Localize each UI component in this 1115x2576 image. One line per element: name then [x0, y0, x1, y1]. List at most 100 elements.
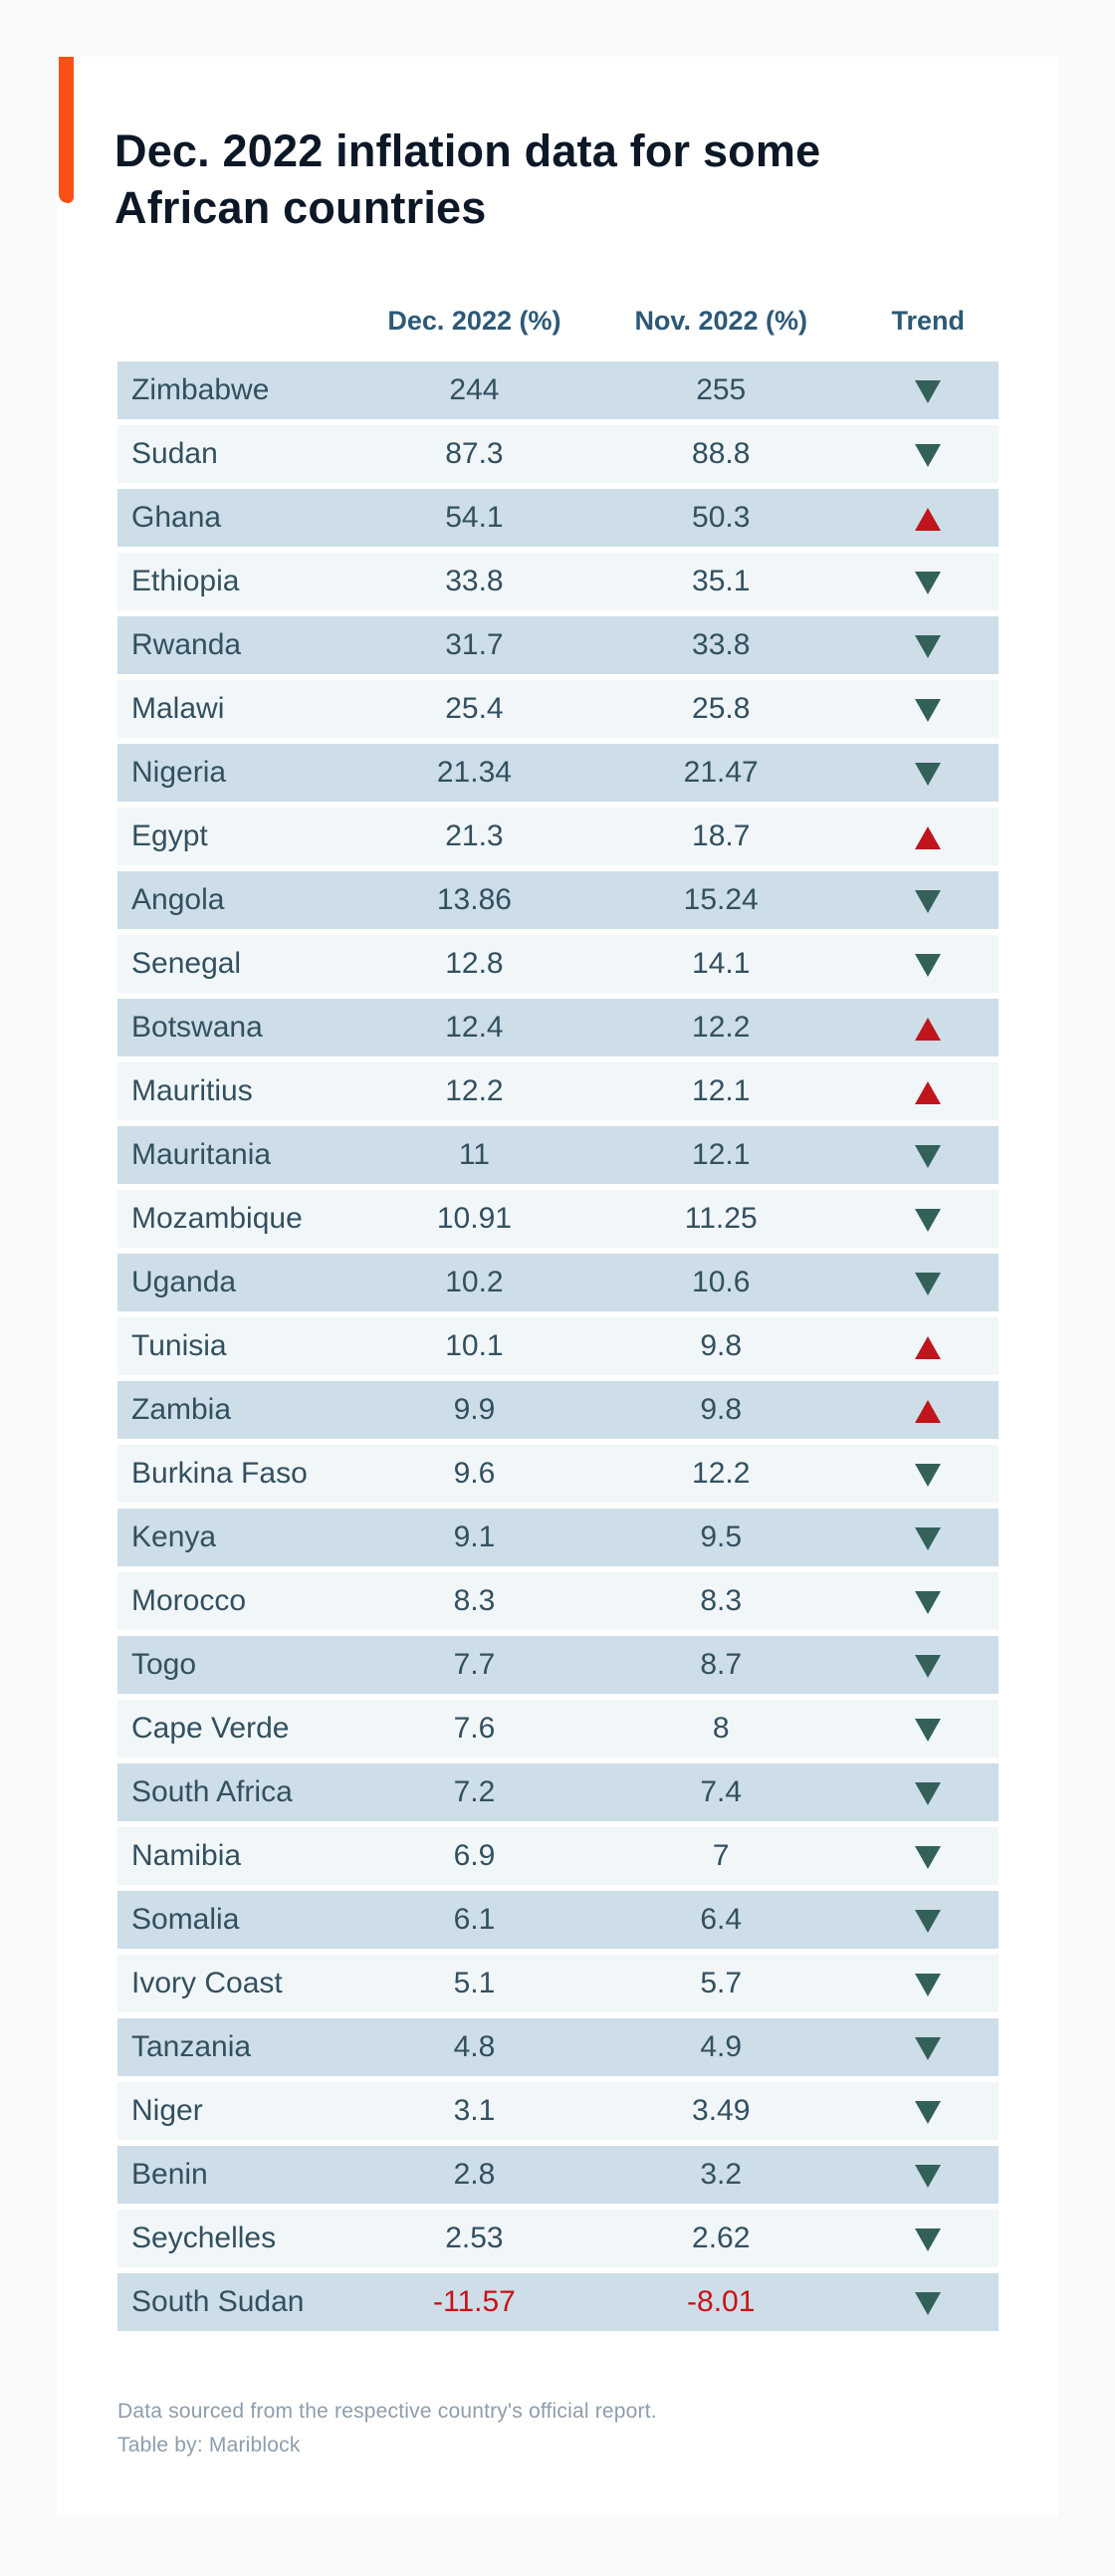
dec-value-cell: 9.9	[363, 1381, 585, 1439]
table-row: South Sudan -11.57 -8.01	[117, 2273, 999, 2331]
column-header-trend: Trend	[891, 306, 965, 336]
dec-value-cell: 31.7	[363, 616, 585, 674]
page-title: Dec. 2022 inflation data for some Africa…	[114, 122, 820, 236]
trend-down-icon	[915, 1590, 942, 1614]
footer-credit: Table by: Mariblock	[117, 2434, 301, 2457]
trend-cell	[857, 2210, 999, 2267]
trend-down-icon	[915, 698, 942, 722]
table-row: Malawi 25.4 25.8	[117, 680, 999, 738]
table-row: Mauritius 12.2 12.1	[117, 1062, 999, 1120]
nov-value-cell: 12.2	[584, 1445, 858, 1503]
trend-cell	[857, 2146, 999, 2204]
dec-value-cell: 87.3	[363, 425, 585, 483]
table-header-row: Dec. 2022 (%) Nov. 2022 (%) Trend	[117, 287, 999, 355]
country-cell: Mauritania	[117, 1126, 364, 1184]
country-cell: Kenya	[117, 1509, 364, 1566]
table-row: Nigeria 21.34 21.47	[117, 744, 999, 802]
inflation-table: Dec. 2022 (%) Nov. 2022 (%) Trend Zimbab…	[117, 281, 999, 2337]
dec-value-cell: 10.2	[363, 1254, 585, 1311]
nov-value-cell: 25.8	[584, 680, 858, 738]
trend-down-icon	[915, 1272, 942, 1295]
trend-cell	[857, 1254, 999, 1311]
nov-value-cell: 3.49	[584, 2082, 858, 2140]
dec-value-cell: 7.7	[363, 1636, 585, 1694]
nov-value-cell: 50.3	[584, 489, 858, 547]
trend-cell	[857, 999, 999, 1056]
country-cell: Niger	[117, 2082, 364, 2140]
dec-value-cell: 5.1	[363, 1955, 585, 2012]
table-row: Rwanda 31.7 33.8	[117, 616, 999, 674]
nov-value-cell: 7	[584, 1827, 858, 1885]
country-cell: Ethiopia	[117, 553, 364, 610]
column-header-country	[117, 287, 364, 355]
country-cell: Nigeria	[117, 744, 364, 802]
dec-value-cell: 21.3	[363, 808, 585, 865]
dec-value-cell: 6.9	[363, 1827, 585, 1885]
country-cell: Rwanda	[117, 616, 364, 674]
table-row: Benin 2.8 3.2	[117, 2146, 999, 2204]
dec-value-cell: 21.34	[363, 744, 585, 802]
nov-value-cell: 9.8	[584, 1317, 858, 1375]
table-row: Angola 13.86 15.24	[117, 871, 999, 929]
trend-down-icon	[915, 571, 942, 594]
nov-value-cell: 255	[584, 361, 858, 419]
trend-down-icon	[915, 634, 942, 658]
trend-up-icon	[915, 1080, 942, 1104]
table-row: Mozambique 10.91 11.25	[117, 1190, 999, 1248]
country-cell: Tanzania	[117, 2018, 364, 2076]
country-cell: Sudan	[117, 425, 364, 483]
table-row: Cape Verde 7.6 8	[117, 1700, 999, 1757]
country-cell: Mozambique	[117, 1190, 364, 1248]
country-cell: Benin	[117, 2146, 364, 2204]
trend-cell	[857, 744, 999, 802]
table-row: Seychelles 2.53 2.62	[117, 2210, 999, 2267]
country-cell: Botswana	[117, 999, 364, 1056]
country-cell: Zambia	[117, 1381, 364, 1439]
trend-down-icon	[915, 379, 942, 403]
trend-cell	[857, 1317, 999, 1375]
trend-cell	[857, 1062, 999, 1120]
trend-cell	[857, 2273, 999, 2331]
trend-cell	[857, 1827, 999, 1885]
trend-cell	[857, 871, 999, 929]
table-row: Ivory Coast 5.1 5.7	[117, 1955, 999, 2012]
dec-value-cell: 7.2	[363, 1763, 585, 1821]
country-cell: Mauritius	[117, 1062, 364, 1120]
trend-down-icon	[915, 953, 942, 977]
trend-down-icon	[915, 1781, 942, 1805]
trend-cell	[857, 808, 999, 865]
nov-value-cell: 12.1	[584, 1062, 858, 1120]
table-row: Kenya 9.1 9.5	[117, 1509, 999, 1566]
country-cell: South Africa	[117, 1763, 364, 1821]
trend-down-icon	[915, 2100, 942, 2124]
trend-cell	[857, 1572, 999, 1630]
nov-value-cell: 12.1	[584, 1126, 858, 1184]
nov-value-cell: 33.8	[584, 616, 858, 674]
nov-value-cell: 11.25	[584, 1190, 858, 1248]
trend-down-icon	[915, 1526, 942, 1550]
table-row: South Africa 7.2 7.4	[117, 1763, 999, 1821]
trend-cell	[857, 935, 999, 993]
country-cell: Angola	[117, 871, 364, 929]
trend-down-icon	[915, 762, 942, 786]
nov-value-cell: 9.5	[584, 1509, 858, 1566]
nov-value-cell: 9.8	[584, 1381, 858, 1439]
country-cell: Somalia	[117, 1891, 364, 1949]
trend-cell	[857, 1381, 999, 1439]
trend-down-icon	[915, 1654, 942, 1678]
dec-value-cell: 12.4	[363, 999, 585, 1056]
trend-down-icon	[915, 1208, 942, 1232]
nov-value-cell: 8.3	[584, 1572, 858, 1630]
country-cell: Morocco	[117, 1572, 364, 1630]
dec-value-cell: 10.1	[363, 1317, 585, 1375]
table-row: Burkina Faso 9.6 12.2	[117, 1445, 999, 1503]
nov-value-cell: 21.47	[584, 744, 858, 802]
trend-down-icon	[915, 1973, 942, 1996]
dec-value-cell: 6.1	[363, 1891, 585, 1949]
trend-down-icon	[915, 889, 942, 913]
nov-value-cell: 35.1	[584, 553, 858, 610]
table-row: Tunisia 10.1 9.8	[117, 1317, 999, 1375]
table-row: Niger 3.1 3.49	[117, 2082, 999, 2140]
table-row: Morocco 8.3 8.3	[117, 1572, 999, 1630]
country-cell: Senegal	[117, 935, 364, 993]
